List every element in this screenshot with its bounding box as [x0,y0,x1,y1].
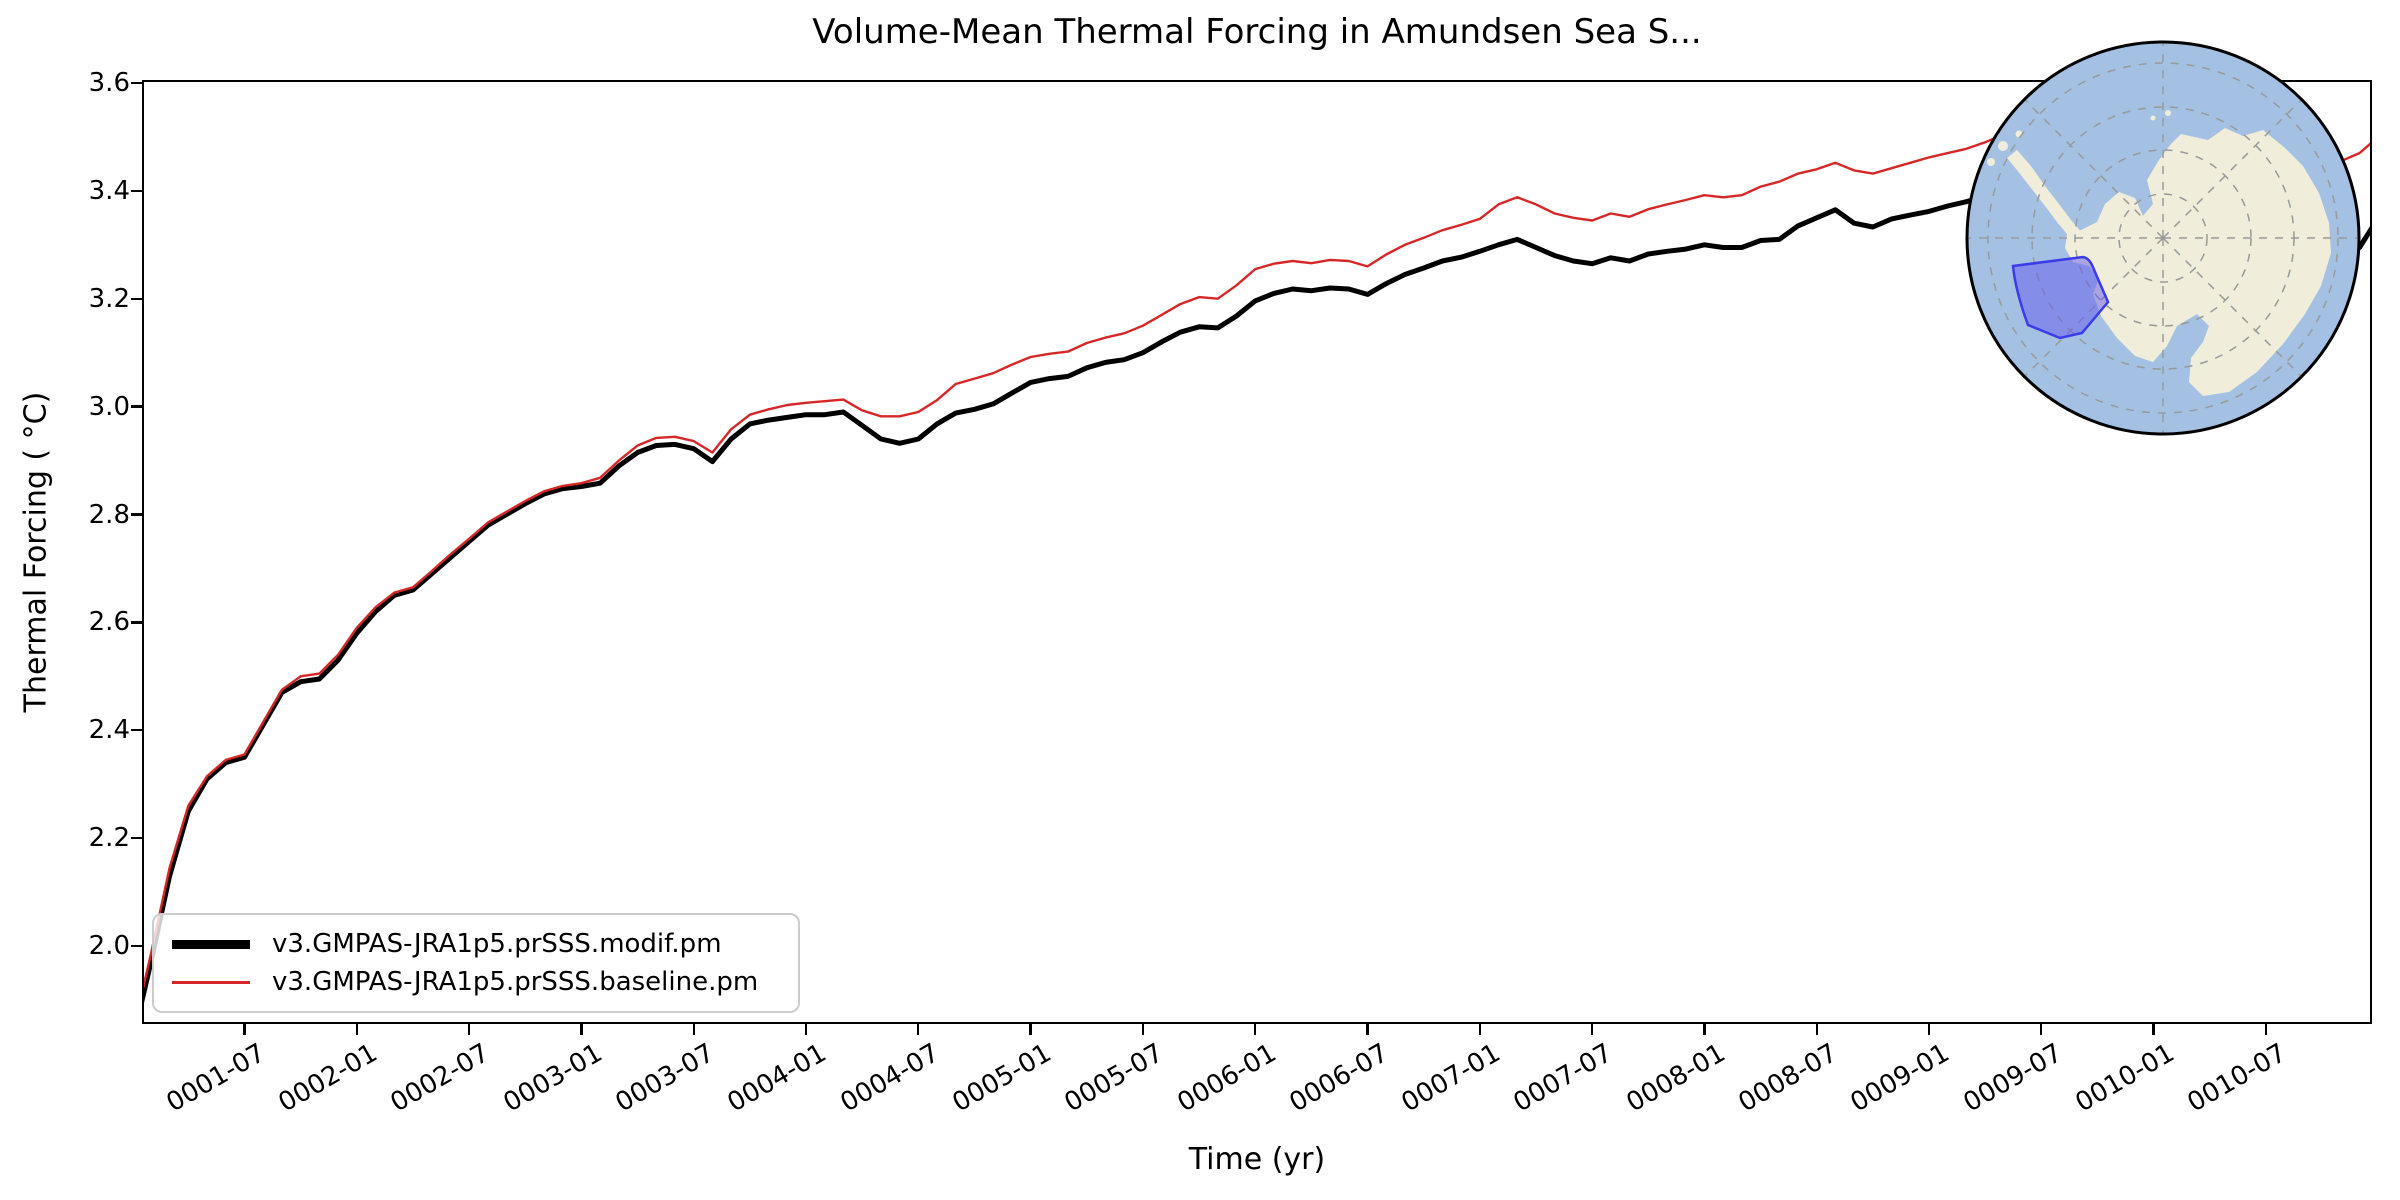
y-tick-label: 2.8 [88,499,130,530]
x-tick-mark [692,1024,695,1035]
x-tick-mark [1254,1024,1257,1035]
legend-line-swatch [172,980,250,984]
y-tick-mark [131,513,142,516]
y-tick-mark [131,81,142,85]
x-tick-label: 0008-01 [1621,1038,1731,1119]
x-tick-label: 0006-01 [1172,1038,1282,1119]
y-tick-label: 3.4 [88,175,130,206]
x-axis-label: Time (yr) [1188,1142,1326,1177]
legend-entry: v3.GMPAS-JRA1p5.prSSS.modif.pm [172,925,780,963]
x-tick-mark [243,1024,246,1035]
x-tick-label: 0003-01 [498,1038,608,1119]
y-tick-mark [131,729,142,732]
x-tick-label: 0010-07 [2182,1038,2292,1119]
x-tick-label: 0007-07 [1509,1038,1619,1119]
x-tick-label: 0008-07 [1733,1038,1843,1119]
highlighted-region [2011,255,2110,340]
globe-outline [1965,40,2361,436]
y-tick-mark [131,836,142,840]
x-tick-label: 0009-07 [1958,1038,2068,1119]
y-tick-mark [131,189,142,193]
legend-entry: v3.GMPAS-JRA1p5.prSSS.baseline.pm [172,963,780,1001]
x-tick-label: 0002-01 [273,1038,383,1119]
x-tick-mark [1815,1024,1818,1035]
y-tick-label: 3.6 [88,68,130,98]
x-tick-label: 0005-01 [947,1038,1057,1119]
y-tick-label: 2.6 [88,607,130,638]
page-title: Volume-Mean Thermal Forcing in Amundsen … [812,12,1702,52]
x-tick-label: 0002-07 [386,1038,496,1119]
y-tick-label: 2.2 [88,823,130,854]
y-tick-label: 3.2 [88,283,130,314]
x-tick-mark [1029,1024,1032,1035]
y-tick-mark [131,405,142,408]
y-axis-label: Thermal Forcing ( °C) [18,391,54,713]
legend: v3.GMPAS-JRA1p5.prSSS.modif.pm v3.GMPAS-J… [152,913,800,1013]
x-tick-mark [917,1024,920,1035]
x-tick-label: 0003-07 [610,1038,720,1119]
x-tick-label: 0006-07 [1284,1038,1394,1119]
x-tick-mark [1141,1024,1145,1035]
legend-label: v3.GMPAS-JRA1p5.prSSS.modif.pm [272,929,722,959]
x-tick-label: 0004-01 [722,1038,833,1119]
antarctica-inset-map [1965,40,2361,436]
x-tick-label: 0007-01 [1396,1038,1506,1119]
x-tick-mark [355,1024,358,1035]
y-tick-mark [131,944,142,948]
y-tick-label: 2.4 [88,715,130,746]
x-tick-label: 0009-01 [1845,1038,1956,1119]
antarctica-landmass [1987,110,2331,396]
x-tick-mark [2040,1024,2043,1035]
x-tick-mark [1590,1024,1594,1035]
y-tick-mark [131,621,142,624]
x-tick-mark [1478,1024,1481,1035]
y-tick-label: 2.0 [88,931,130,961]
y-tick-mark [131,297,142,300]
x-tick-label: 0001-07 [161,1038,271,1119]
y-tick-label: 3.0 [88,391,130,422]
antarctic-peninsula [2007,150,2091,254]
legend-line-swatch [172,939,250,949]
x-tick-mark [804,1024,808,1035]
x-tick-mark [1366,1024,1369,1035]
x-tick-mark [2264,1024,2268,1035]
legend-label: v3.GMPAS-JRA1p5.prSSS.baseline.pm [272,967,759,997]
x-tick-mark [580,1024,583,1035]
x-tick-mark [467,1024,471,1035]
x-tick-label: 0004-07 [835,1038,945,1119]
x-tick-mark [1703,1024,1706,1035]
x-tick-mark [2152,1024,2155,1035]
x-tick-label: 0005-07 [1059,1038,1169,1119]
x-tick-label: 0010-01 [2070,1038,2180,1119]
x-tick-mark [1927,1024,1931,1035]
